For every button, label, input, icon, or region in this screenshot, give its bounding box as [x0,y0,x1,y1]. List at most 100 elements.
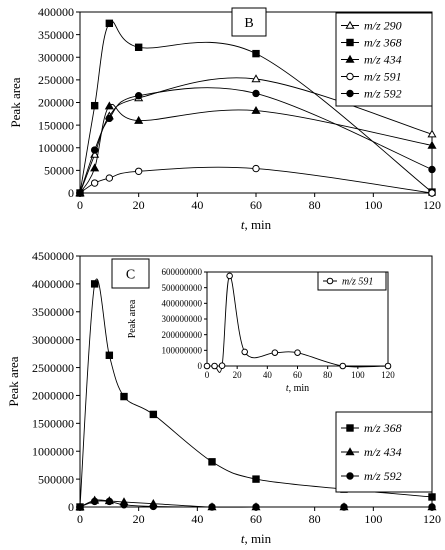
y-tick-label: 0 [68,186,74,200]
y-tick-label: 500000000 [162,283,203,293]
y-tick-label: 100000000 [162,345,203,355]
y-tick-label: 400000 [38,5,74,19]
data-point [90,146,99,154]
data-point [252,503,260,511]
data-point [252,475,260,483]
data-point [105,114,114,123]
data-point [252,164,260,173]
x-tick-label: 120 [423,198,441,212]
legend-entry: m/z 368 [364,421,402,435]
x-tick-label: 0 [205,370,210,380]
data-point [105,174,114,182]
data-point [340,503,348,511]
data-point [211,362,218,370]
data-point [120,501,128,509]
legend-marker [345,20,355,29]
data-point [90,101,99,110]
data-point [428,189,436,197]
data-point [76,503,84,511]
data-point [427,129,437,138]
data-point [428,493,436,501]
x-tick-label: 60 [293,370,303,380]
data-point [105,351,114,359]
legend-marker [346,72,354,81]
data-point [90,280,99,288]
legend-marker [345,447,355,456]
y-tick-label: 2000000 [32,389,74,403]
data-point [134,115,144,124]
legend-entry: m/z 290 [364,19,402,33]
chart-panel-2: 0 20 40 60 80 100 120 0 100000000 200000000 300000… [127,267,395,394]
y-tick-label: 1500000 [32,417,74,431]
data-point [120,392,128,401]
x-tick-label: 40 [191,512,203,526]
x-tick-label: 60 [250,512,262,526]
data-point [427,140,437,149]
y-tick-label: 300000 [38,50,74,64]
y-tick-label: 4500000 [32,249,74,263]
legend-entry: m/z 592 [364,87,402,101]
legend-box [317,271,387,291]
legend-entry: m/z 591 [364,70,402,84]
x-axis-title: t, min [241,531,272,546]
data-point [271,349,279,356]
legend-entry: m/z 591 [342,277,373,288]
x-tick-label: 100 [364,198,382,212]
y-tick-label: 100000 [38,141,74,155]
legend-marker [326,277,334,285]
panel-label: B [244,16,253,31]
data-point [90,179,99,187]
x-tick-label: 20 [233,370,243,380]
data-point [251,74,261,83]
data-point [294,349,301,356]
y-tick-label: 0 [198,361,203,371]
y-tick-label: 2500000 [32,361,74,375]
y-axis-title: Peak area [127,299,138,338]
y-tick-label: 150000 [38,118,74,132]
data-point [76,189,84,197]
y-tick-label: 4000000 [32,277,74,291]
legend-marker [346,38,354,47]
chart-panel-0: 0 20 40 60 80 100 120 0 50000 100000 150000 200000 2… [8,5,441,232]
y-tick-label: 200000 [38,96,74,110]
data-point [252,89,260,98]
y-tick-label: 400000000 [162,298,203,308]
series-line [79,500,433,508]
legend-entry: m/z 368 [364,36,402,50]
legend-entry: m/z 434 [364,53,402,67]
data-point [251,105,261,114]
data-point [90,497,99,506]
y-tick-label: 3500000 [32,305,74,319]
x-tick-label: 80 [309,198,321,212]
legend-marker [346,89,354,98]
legend-entry: m/z 434 [364,445,402,459]
y-tick-label: 3000000 [32,333,74,347]
data-point [90,163,100,172]
x-tick-label: 20 [133,512,145,526]
x-axis-title: t, min [286,383,309,394]
x-tick-label: 0 [77,512,83,526]
y-tick-label: 0 [68,500,74,514]
x-tick-label: 120 [423,512,441,526]
legend-marker [346,424,354,432]
data-point [241,348,249,356]
x-tick-label: 60 [250,198,262,212]
x-tick-label: 120 [381,370,395,380]
y-axis-title: Peak area [6,356,21,406]
x-axis-title: t, min [241,217,272,232]
y-tick-label: 350000 [38,28,74,42]
data-point [208,458,216,466]
y-tick-label: 50000 [44,164,74,178]
data-point [105,497,114,506]
y-tick-label: 500000 [38,472,74,486]
data-point [428,503,436,511]
data-point [208,503,216,511]
y-axis-title: Peak area [8,77,23,127]
y-tick-label: 250000 [38,73,74,87]
data-point [339,362,347,370]
data-point [104,101,114,110]
x-tick-label: 40 [191,198,203,212]
legend-marker [346,472,354,480]
x-tick-label: 20 [133,198,145,212]
